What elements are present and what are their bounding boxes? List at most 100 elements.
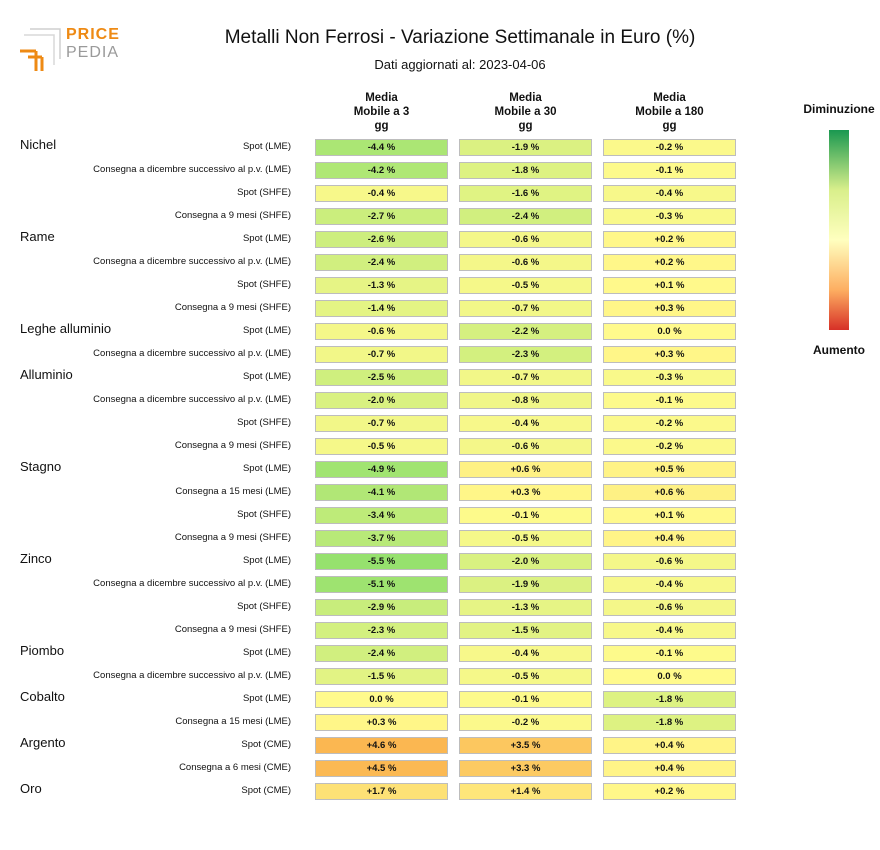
row-label: Spot (LME) (242, 555, 291, 566)
row-label: Spot (LME) (242, 371, 291, 382)
row-label: Spot (SHFE) (237, 279, 291, 290)
column-header-line: gg (518, 120, 533, 132)
heatmap-cell: -0.4 % (459, 415, 592, 432)
heatmap-cell: -0.7 % (459, 300, 592, 317)
heatmap-cell: -1.8 % (603, 691, 736, 708)
group-label: Cobalto (20, 689, 65, 704)
group-label: Stagno (20, 459, 62, 474)
column-header-line: Mobile a 180 (635, 106, 704, 118)
heatmap-cell: +1.7 % (315, 783, 448, 800)
group-label: Oro (20, 781, 42, 796)
column-header-line: Media (653, 92, 686, 104)
heatmap-cell: +0.3 % (603, 300, 736, 317)
row-label: Spot (SHFE) (237, 417, 291, 428)
heatmap-cell: -2.0 % (459, 553, 592, 570)
heatmap-cell: -4.4 % (315, 139, 448, 156)
heatmap-cell: -0.2 % (603, 438, 736, 455)
heatmap-cell: -0.4 % (603, 576, 736, 593)
heatmap-cell: -0.3 % (603, 369, 736, 386)
heatmap-cell: +0.1 % (603, 277, 736, 294)
heatmap-cell: -2.9 % (315, 599, 448, 616)
row-label: Consegna a dicembre successivo al p.v. (… (93, 164, 291, 175)
pricepedia-logo: PRICE PEDIA (18, 25, 128, 75)
heatmap-cell: -0.4 % (315, 185, 448, 202)
group-label: Leghe alluminio (20, 321, 112, 336)
heatmap-cell: -0.6 % (603, 553, 736, 570)
heatmap-cell: -1.9 % (459, 139, 592, 156)
heatmap-cell: +0.4 % (603, 530, 736, 547)
legend-label-decrease: Diminuzione (803, 102, 875, 116)
heatmap-cell: -0.2 % (603, 139, 736, 156)
row-label: Spot (CME) (241, 785, 291, 796)
column-header-1: Media Mobile a 3 gg (307, 91, 457, 133)
row-label: Consegna a dicembre successivo al p.v. (… (93, 394, 291, 405)
heatmap-cell: -0.4 % (459, 645, 592, 662)
chart-title: Metalli Non Ferrosi - Variazione Settima… (224, 27, 696, 48)
row-label: Spot (CME) (241, 739, 291, 750)
heatmap-cell: -0.4 % (603, 185, 736, 202)
row-label: Spot (LME) (242, 325, 291, 336)
heatmap-cell: +0.4 % (603, 737, 736, 754)
heatmap-cell: +0.3 % (315, 714, 448, 731)
heatmap-cell: -0.2 % (603, 415, 736, 432)
heatmap-cell: -0.1 % (459, 507, 592, 524)
heatmap-cell: 0.0 % (603, 668, 736, 685)
column-header-line: Mobile a 30 (494, 106, 557, 118)
heatmap-cell: +4.6 % (315, 737, 448, 754)
row-label: Consegna a 9 mesi (SHFE) (174, 210, 291, 221)
heatmap-cell: -1.8 % (603, 714, 736, 731)
heatmap-cell: +0.2 % (603, 231, 736, 248)
heatmap-cell: -1.4 % (315, 300, 448, 317)
heatmap-cell: -2.3 % (459, 346, 592, 363)
heatmap-cell: +0.2 % (603, 783, 736, 800)
legend-color-bar (829, 130, 849, 330)
row-label: Spot (SHFE) (237, 509, 291, 520)
heatmap-cell: -0.5 % (315, 438, 448, 455)
row-label: Spot (SHFE) (237, 187, 291, 198)
row-label: Consegna a 6 mesi (CME) (179, 762, 291, 773)
heatmap-cell: -3.4 % (315, 507, 448, 524)
heatmap-cell: -2.4 % (459, 208, 592, 225)
row-label: Consegna a 9 mesi (SHFE) (174, 532, 291, 543)
heatmap-cell: -0.5 % (459, 277, 592, 294)
heatmap-cell: +3.5 % (459, 737, 592, 754)
chart-subtitle: Dati aggiornati al: 2023-04-06 (374, 57, 546, 72)
heatmap-cell: -1.3 % (459, 599, 592, 616)
group-label: Rame (20, 229, 55, 244)
row-label: Consegna a dicembre successivo al p.v. (… (93, 256, 291, 267)
heatmap-cell: -0.1 % (603, 392, 736, 409)
heatmap-cell: -0.1 % (603, 645, 736, 662)
heatmap-cell: +0.2 % (603, 254, 736, 271)
heatmap-cell: -0.4 % (603, 622, 736, 639)
heatmap-cell: +4.5 % (315, 760, 448, 777)
row-label: Consegna a dicembre successivo al p.v. (… (93, 348, 291, 359)
column-header-line: Media (509, 92, 542, 104)
column-header-2: Media Mobile a 30 gg (451, 91, 601, 133)
row-label: Consegna a 9 mesi (SHFE) (174, 302, 291, 313)
heatmap-cell: +0.3 % (459, 484, 592, 501)
heatmap-cell: -0.1 % (603, 162, 736, 179)
row-label: Consegna a 9 mesi (SHFE) (174, 624, 291, 635)
group-label: Piombo (20, 643, 65, 658)
heatmap-cell: +0.5 % (603, 461, 736, 478)
heatmap-cell: +1.4 % (459, 783, 592, 800)
row-label: Consegna a dicembre successivo al p.v. (… (93, 578, 291, 589)
heatmap-cell: -2.7 % (315, 208, 448, 225)
heatmap-cell: +0.3 % (603, 346, 736, 363)
heatmap-cell: -1.3 % (315, 277, 448, 294)
column-header-line: Mobile a 3 (353, 106, 410, 118)
row-label: Consegna a 15 mesi (LME) (175, 716, 291, 727)
heatmap-cell: -0.6 % (459, 438, 592, 455)
heatmap-cell: -0.7 % (459, 369, 592, 386)
heatmap-cell: +3.3 % (459, 760, 592, 777)
heatmap-cell: -2.4 % (315, 645, 448, 662)
group-label: Zinco (20, 551, 52, 566)
logo-text-pedia: PEDIA (66, 44, 120, 61)
heatmap-cell: -0.6 % (603, 599, 736, 616)
heatmap-cell: -0.2 % (459, 714, 592, 731)
heatmap-cell: -5.1 % (315, 576, 448, 593)
row-label: Spot (LME) (242, 233, 291, 244)
heatmap-cell: -4.9 % (315, 461, 448, 478)
row-label: Spot (LME) (242, 647, 291, 658)
heatmap-cell: -0.1 % (459, 691, 592, 708)
